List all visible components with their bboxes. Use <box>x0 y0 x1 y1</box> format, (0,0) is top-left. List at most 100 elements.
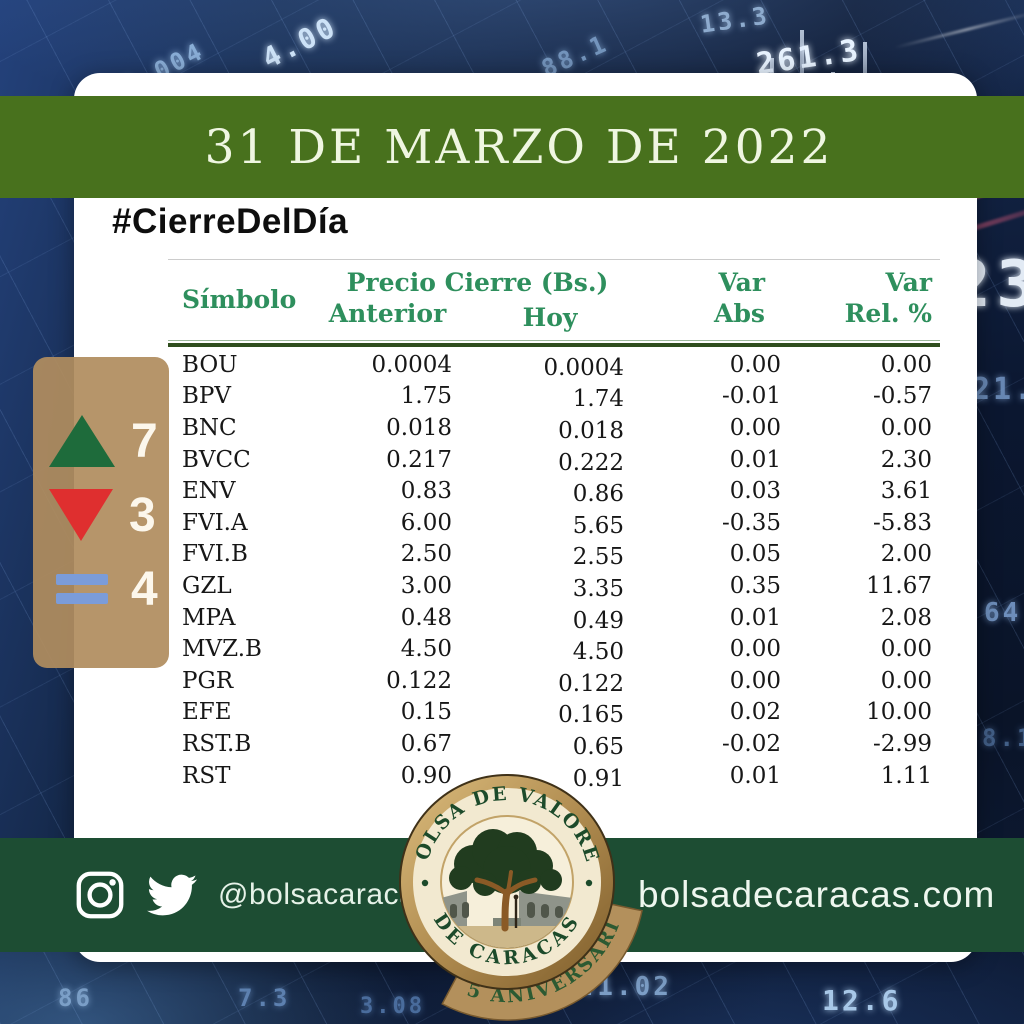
cell-previous: 6.00 <box>400 509 452 536</box>
cell-previous: 1.75 <box>400 383 452 410</box>
seal-separator-dot <box>421 879 429 887</box>
column-header-symbol: Símbolo <box>182 285 297 315</box>
cell-var-abs: 0.00 <box>729 636 781 663</box>
cell-today: 0.165 <box>558 702 624 729</box>
cell-today: 0.222 <box>558 449 624 476</box>
cell-symbol: FVI.A <box>182 509 248 536</box>
cell-today: 5.65 <box>572 512 624 539</box>
cell-symbol: PGR <box>182 667 234 694</box>
cell-symbol: FVI.B <box>182 541 248 568</box>
column-header-var-abs-line1: Var <box>718 268 765 297</box>
cell-today: 0.018 <box>558 417 624 444</box>
cell-var-rel: 2.08 <box>880 604 932 631</box>
cell-symbol: BOU <box>182 351 238 378</box>
cell-var-abs: 0.01 <box>729 446 781 473</box>
table-row: FVI.A 6.00 5.65 -0.35 -5.83 <box>168 507 940 539</box>
ticker-digits: 7.3 <box>238 984 291 1012</box>
cell-var-rel: 2.30 <box>880 446 932 473</box>
cell-var-rel: 0.00 <box>880 667 932 694</box>
summary-panel: 7 3 4 <box>33 357 169 668</box>
table-body: BOU 0.0004 0.0004 0.00 0.00 BPV 1.75 1.7… <box>168 349 940 792</box>
cell-var-abs: 0.03 <box>729 478 781 505</box>
ticker-digits: 86 <box>58 984 93 1012</box>
social-links: @bolsacaracas <box>74 838 432 952</box>
table-row: EFE 0.15 0.165 0.02 10.00 <box>168 697 940 729</box>
ticker-digits: 12.6 <box>822 984 902 1017</box>
table-row: BPV 1.75 1.74 -0.01 -0.57 <box>168 381 940 412</box>
table-row: MVZ.B 4.50 4.50 0.00 0.00 <box>168 633 940 665</box>
cell-previous: 4.50 <box>400 636 452 663</box>
cell-previous: 2.50 <box>400 541 452 568</box>
social-handle[interactable]: @bolsacaracas <box>218 878 432 911</box>
table-row: GZL 3.00 3.35 0.35 11.67 <box>168 570 940 602</box>
table-row: BVCC 0.217 0.222 0.01 2.30 <box>168 444 940 476</box>
ticker-digits: 21. <box>972 372 1024 407</box>
cell-today: 0.86 <box>572 481 624 508</box>
table-row: PGR 0.122 0.122 0.00 0.00 <box>168 665 940 697</box>
table-row: RST.B 0.67 0.65 -0.02 -2.99 <box>168 728 940 760</box>
cell-var-rel: -2.99 <box>873 730 932 757</box>
cell-previous: 0.122 <box>386 667 452 694</box>
cell-var-abs: 0.02 <box>729 699 781 726</box>
header-divider <box>168 340 940 347</box>
table-row: MPA 0.48 0.49 0.01 2.08 <box>168 602 940 634</box>
table-row: ENV 0.83 0.86 0.03 3.61 <box>168 475 940 507</box>
cell-var-abs: 0.00 <box>729 351 781 378</box>
cell-var-rel: 11.67 <box>866 572 932 599</box>
cell-previous: 0.217 <box>386 446 452 473</box>
table-header: Símbolo Precio Cierre (Bs.) Anterior Hoy… <box>168 259 940 333</box>
website-url[interactable]: bolsadecaracas.com <box>638 874 996 915</box>
cell-var-rel: -5.83 <box>873 509 932 536</box>
closing-prices-table: Símbolo Precio Cierre (Bs.) Anterior Hoy… <box>168 259 940 792</box>
unchanged-count: 4 <box>131 562 158 616</box>
cell-today: 2.55 <box>572 544 624 571</box>
cell-var-abs: 0.05 <box>729 541 781 568</box>
hashtag-title: #CierreDelDía <box>112 202 349 241</box>
cell-var-abs: 0.00 <box>729 414 781 441</box>
cell-symbol: BNC <box>182 414 237 441</box>
cell-symbol: RST <box>182 762 231 789</box>
ticker-digits: 3.08 <box>360 994 425 1019</box>
cell-today: 3.35 <box>572 575 624 602</box>
summary-up: 7 <box>33 411 169 471</box>
table-row: FVI.B 2.50 2.55 0.05 2.00 <box>168 539 940 571</box>
cell-previous: 0.018 <box>386 414 452 441</box>
cell-symbol: MVZ.B <box>182 636 262 663</box>
cell-previous: 0.90 <box>400 762 452 789</box>
cell-var-abs: 0.00 <box>729 667 781 694</box>
twitter-icon[interactable] <box>142 870 202 920</box>
column-header-previous: Anterior <box>328 298 447 328</box>
cell-previous: 3.00 <box>400 572 452 599</box>
column-header-var-rel-line2: Rel. % <box>844 298 932 328</box>
down-triangle-icon <box>49 489 113 541</box>
column-header-price-group: Precio Cierre (Bs.) <box>346 268 609 297</box>
cell-var-rel: 0.00 <box>880 636 932 663</box>
cell-var-rel: 10.00 <box>866 699 932 726</box>
column-header-var-abs: Var Abs <box>640 268 795 333</box>
header-band: 31 DE MARZO DE 2022 <box>0 96 1024 198</box>
column-header-var-rel-line1: Var <box>885 268 932 297</box>
cell-today: 0.91 <box>572 765 624 792</box>
equal-icon <box>49 574 115 604</box>
table-row: BOU 0.0004 0.0004 0.00 0.00 <box>168 349 940 381</box>
cell-today: 0.0004 <box>543 354 624 381</box>
cell-symbol: BVCC <box>182 446 251 473</box>
cell-previous: 0.67 <box>400 730 452 757</box>
up-count: 7 <box>131 414 158 468</box>
cell-previous: 0.83 <box>400 478 452 505</box>
up-triangle-icon <box>49 415 115 467</box>
cell-today: 0.122 <box>558 670 624 697</box>
down-count: 3 <box>129 488 156 542</box>
cell-var-rel: -0.57 <box>873 383 932 410</box>
cell-var-abs: -0.01 <box>722 383 781 410</box>
cell-symbol: RST.B <box>182 730 252 757</box>
column-header-var-rel: Var Rel. % <box>795 268 940 333</box>
summary-down: 3 <box>33 485 169 545</box>
cell-today: 4.50 <box>572 639 624 666</box>
cell-var-abs: -0.02 <box>722 730 781 757</box>
instagram-icon[interactable] <box>74 869 126 921</box>
cell-var-rel: 2.00 <box>880 541 932 568</box>
ticker-digits: 64 <box>984 598 1022 628</box>
